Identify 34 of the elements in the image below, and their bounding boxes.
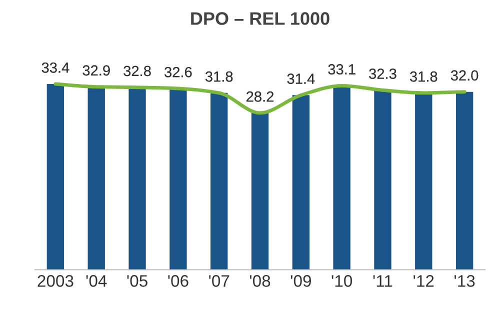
bar xyxy=(415,92,432,270)
data-label: 31.4 xyxy=(287,74,315,84)
data-label: 32.3 xyxy=(369,68,396,79)
bar xyxy=(88,86,105,270)
x-tick-label: '10 xyxy=(332,275,352,287)
data-label: 32.6 xyxy=(164,66,192,78)
bar xyxy=(46,84,64,270)
x-tick-label: '06 xyxy=(168,275,188,287)
data-label: 32.0 xyxy=(450,70,478,81)
data-label: 28.2 xyxy=(246,91,274,102)
data-label: 33.1 xyxy=(328,64,356,74)
x-tick-label: 2003 xyxy=(38,275,74,287)
x-tick-label: '13 xyxy=(454,275,475,287)
x-tick-label: '05 xyxy=(127,275,148,287)
data-label: 31.8 xyxy=(410,71,438,82)
bar xyxy=(333,86,350,270)
bar xyxy=(292,95,310,270)
bar xyxy=(374,90,392,270)
data-label: 33.4 xyxy=(42,62,70,73)
x-tick-label: '08 xyxy=(250,275,270,287)
x-tick-label: '09 xyxy=(290,275,311,287)
x-tick-label: '04 xyxy=(86,275,107,287)
data-label: 32.9 xyxy=(82,65,110,76)
bar xyxy=(210,92,228,270)
data-label: 32.8 xyxy=(124,66,151,76)
data-label: 31.8 xyxy=(205,71,233,82)
x-tick-label: '07 xyxy=(209,275,230,287)
bar xyxy=(128,87,146,270)
x-tick-label: '11 xyxy=(373,275,392,287)
bar xyxy=(251,112,269,270)
chart-title: DPO – REL 1000 xyxy=(191,12,330,25)
bar xyxy=(456,92,474,270)
x-tick-label: '12 xyxy=(414,275,434,287)
bar xyxy=(170,88,187,270)
